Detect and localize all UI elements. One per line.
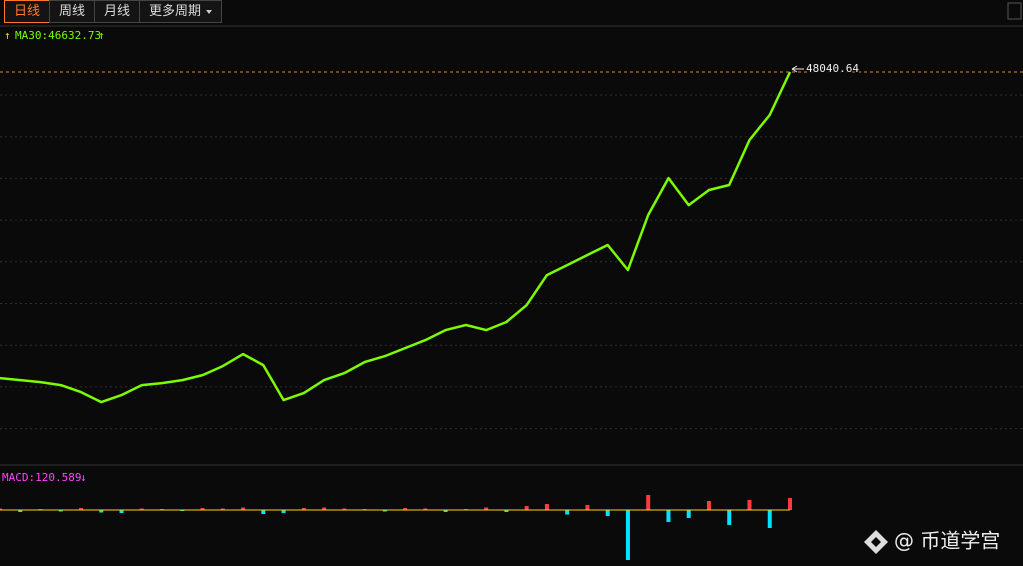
macd-bar xyxy=(504,510,509,512)
macd-bar xyxy=(18,510,23,512)
macd-bar xyxy=(322,507,327,510)
macd-bar xyxy=(565,510,570,515)
watermark: @ 币道学宫 xyxy=(864,529,1000,554)
ma-arrow: ↑ xyxy=(4,29,11,42)
pointer-head xyxy=(791,65,798,73)
macd-bar xyxy=(524,506,529,510)
macd-bar xyxy=(484,507,489,510)
ma-arrow: ↑ xyxy=(98,29,105,42)
macd-bar xyxy=(443,510,448,512)
macd-bar xyxy=(605,510,610,516)
macd-arrow: ↓ xyxy=(80,471,87,484)
macd-label: MACD:120.589 xyxy=(2,471,81,484)
macd-bar xyxy=(788,497,792,510)
macd-bar xyxy=(382,510,387,512)
macd-bar xyxy=(79,508,84,510)
macd-bar xyxy=(119,510,124,513)
macd-bar xyxy=(139,508,144,510)
tab-more[interactable]: 更多周期 xyxy=(139,0,223,23)
macd-bar xyxy=(200,508,205,510)
caret xyxy=(206,9,213,14)
watermark-text: @ 币道学宫 xyxy=(894,529,1000,553)
logo xyxy=(864,530,888,554)
macd-bar xyxy=(706,501,711,510)
ma-label: MA30:46632.73 xyxy=(15,29,101,42)
macd-bar xyxy=(625,510,630,560)
macd-bar xyxy=(666,510,671,522)
macd-bar xyxy=(585,505,590,510)
macd-bar xyxy=(686,510,691,518)
macd-bar xyxy=(301,508,306,510)
tab[interactable]: 月线 xyxy=(94,0,141,23)
macd-bar xyxy=(281,510,286,513)
macd-bar xyxy=(99,510,104,513)
corner-button[interactable] xyxy=(1007,2,1022,20)
macd-bar xyxy=(241,507,246,510)
macd-bar xyxy=(403,508,408,510)
macd-bar xyxy=(767,510,772,528)
tab[interactable]: 周线 xyxy=(49,0,96,23)
tab-label[interactable]: 更多周期 xyxy=(149,4,202,19)
macd-bar xyxy=(342,508,347,510)
macd-bar xyxy=(0,508,2,510)
macd-bar xyxy=(747,500,752,510)
macd-bar xyxy=(646,495,651,510)
macd-bar xyxy=(220,508,225,510)
last-price-label: 48040.64 xyxy=(806,62,859,75)
macd-bar xyxy=(261,510,266,514)
period-tabs: 日线 周线 月线 更多周期 xyxy=(0,0,1023,24)
macd-bar xyxy=(58,510,63,512)
macd-bar xyxy=(544,504,549,510)
price-line xyxy=(0,71,792,404)
macd-bar xyxy=(423,508,428,510)
macd-bar xyxy=(727,510,732,525)
